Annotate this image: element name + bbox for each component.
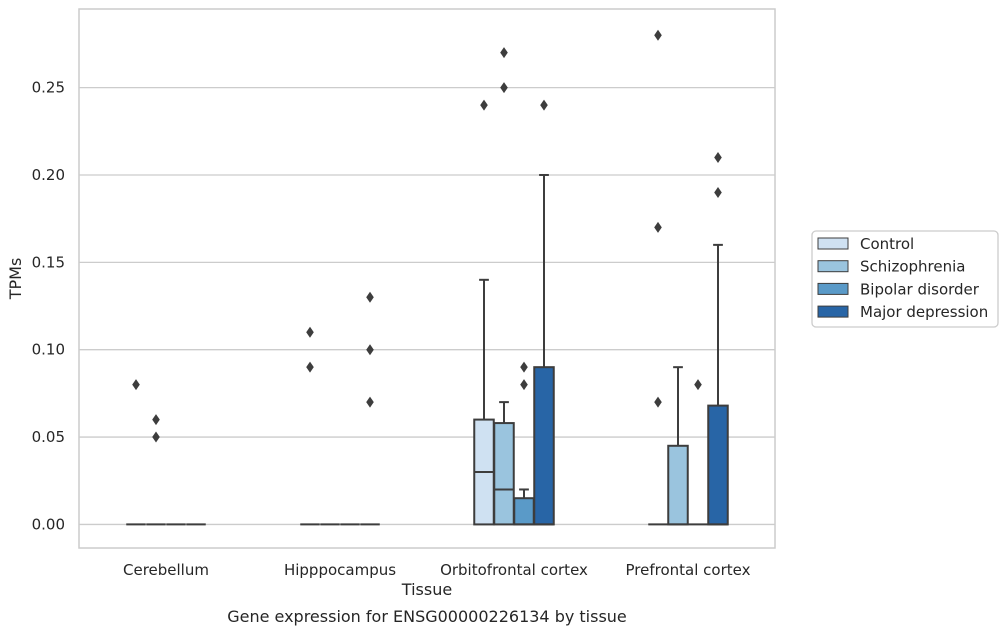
box-major-depression [360, 291, 380, 526]
y-axis-ticks: 0.00 0.05 0.10 0.15 0.20 0.25 [32, 79, 65, 534]
plot-frame [78, 8, 776, 549]
box-schizophrenia [146, 414, 166, 526]
box-control [300, 326, 320, 526]
outlier-point [694, 379, 702, 391]
legend-swatch [817, 237, 849, 250]
box-schizophrenia [493, 47, 515, 526]
outlier-point [500, 47, 508, 59]
legend-item: Schizophrenia [817, 258, 965, 276]
box-body [513, 497, 535, 526]
box-body [493, 422, 515, 526]
box-major-depression [707, 152, 729, 526]
box-bipolar-disorder [688, 379, 708, 526]
outlier-point [306, 361, 314, 373]
legend-label: Control [860, 235, 914, 253]
box-control [126, 379, 146, 526]
outlier-point [152, 414, 160, 426]
legend-label: Major depression [860, 303, 988, 321]
y-tick-label: 0.05 [32, 428, 65, 446]
outlier-point [500, 82, 508, 94]
box-major-depression [533, 99, 555, 526]
outlier-point [654, 221, 662, 233]
outlier-point [654, 396, 662, 408]
outlier-point [520, 361, 528, 373]
x-tick-label: Prefrontal cortex [626, 561, 751, 579]
outlier-point [132, 379, 140, 391]
outlier-point [714, 152, 722, 164]
legend-swatch [817, 260, 849, 273]
y-tick-label: 0.10 [32, 341, 65, 359]
outlier-point [714, 186, 722, 198]
outlier-point [366, 396, 374, 408]
legend-item: Bipolar disorder [817, 280, 980, 298]
x-axis-ticks: Cerebellum Hipppocampus Orbitofrontal cort… [123, 561, 751, 579]
box-body [707, 404, 729, 526]
x-tick-label: Hipppocampus [284, 561, 396, 579]
outlier-point [540, 99, 548, 111]
y-tick-label: 0.25 [32, 79, 65, 97]
y-tick-label: 0.20 [32, 166, 65, 184]
box-bipolar-disorder [513, 361, 535, 526]
legend: Control Schizophrenia Bipolar disorder Majo… [811, 230, 999, 328]
x-axis-label: Tissue [401, 580, 452, 599]
chart-caption: Gene expression for ENSG00000226134 by t… [227, 607, 627, 626]
outlier-point [306, 326, 314, 338]
outlier-point [366, 291, 374, 303]
box-control [648, 29, 668, 526]
legend-item: Control [817, 235, 914, 253]
x-tick-label: Orbitofrontal cortex [440, 561, 588, 579]
y-tick-label: 0.00 [32, 515, 65, 533]
legend-swatch [817, 305, 849, 318]
legend-label: Schizophrenia [860, 258, 965, 276]
box-body [533, 366, 555, 526]
legend-frame [811, 230, 999, 328]
legend-swatch [817, 282, 849, 295]
outlier-point [480, 99, 488, 111]
outlier-point [366, 344, 374, 356]
y-tick-label: 0.15 [32, 253, 65, 271]
outlier-point [152, 431, 160, 443]
box-schizophrenia [667, 366, 689, 526]
outlier-point [654, 29, 662, 41]
box-control [473, 99, 495, 526]
box-body [667, 444, 689, 526]
legend-item: Major depression [817, 303, 988, 321]
plot-marks [126, 29, 729, 526]
legend-label: Bipolar disorder [860, 280, 980, 298]
x-tick-label: Cerebellum [123, 561, 209, 579]
y-axis-label: TPMs [6, 258, 25, 301]
outlier-point [520, 379, 528, 391]
